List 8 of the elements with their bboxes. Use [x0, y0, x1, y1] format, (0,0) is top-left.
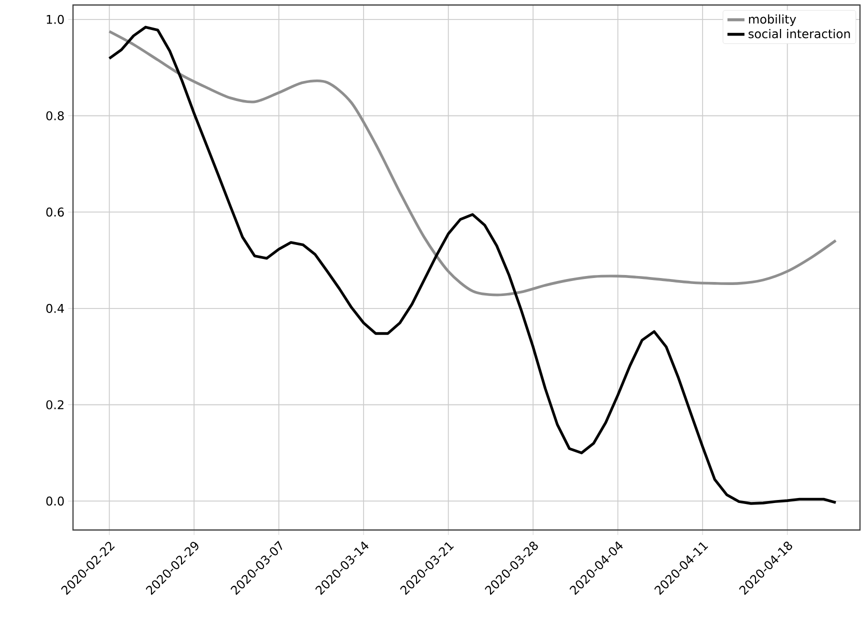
- y-tick-label: 1.0: [46, 14, 64, 24]
- y-tick-label: 0.0: [46, 496, 64, 506]
- y-tick-label: 0.4: [46, 304, 64, 313]
- y-tick-label: 0.2: [46, 400, 64, 410]
- y-tick-label: 0.6: [46, 208, 64, 217]
- legend-label: mobility: [749, 14, 796, 26]
- legend-label: social interaction: [748, 29, 850, 38]
- y-tick-label: 0.8: [46, 111, 64, 120]
